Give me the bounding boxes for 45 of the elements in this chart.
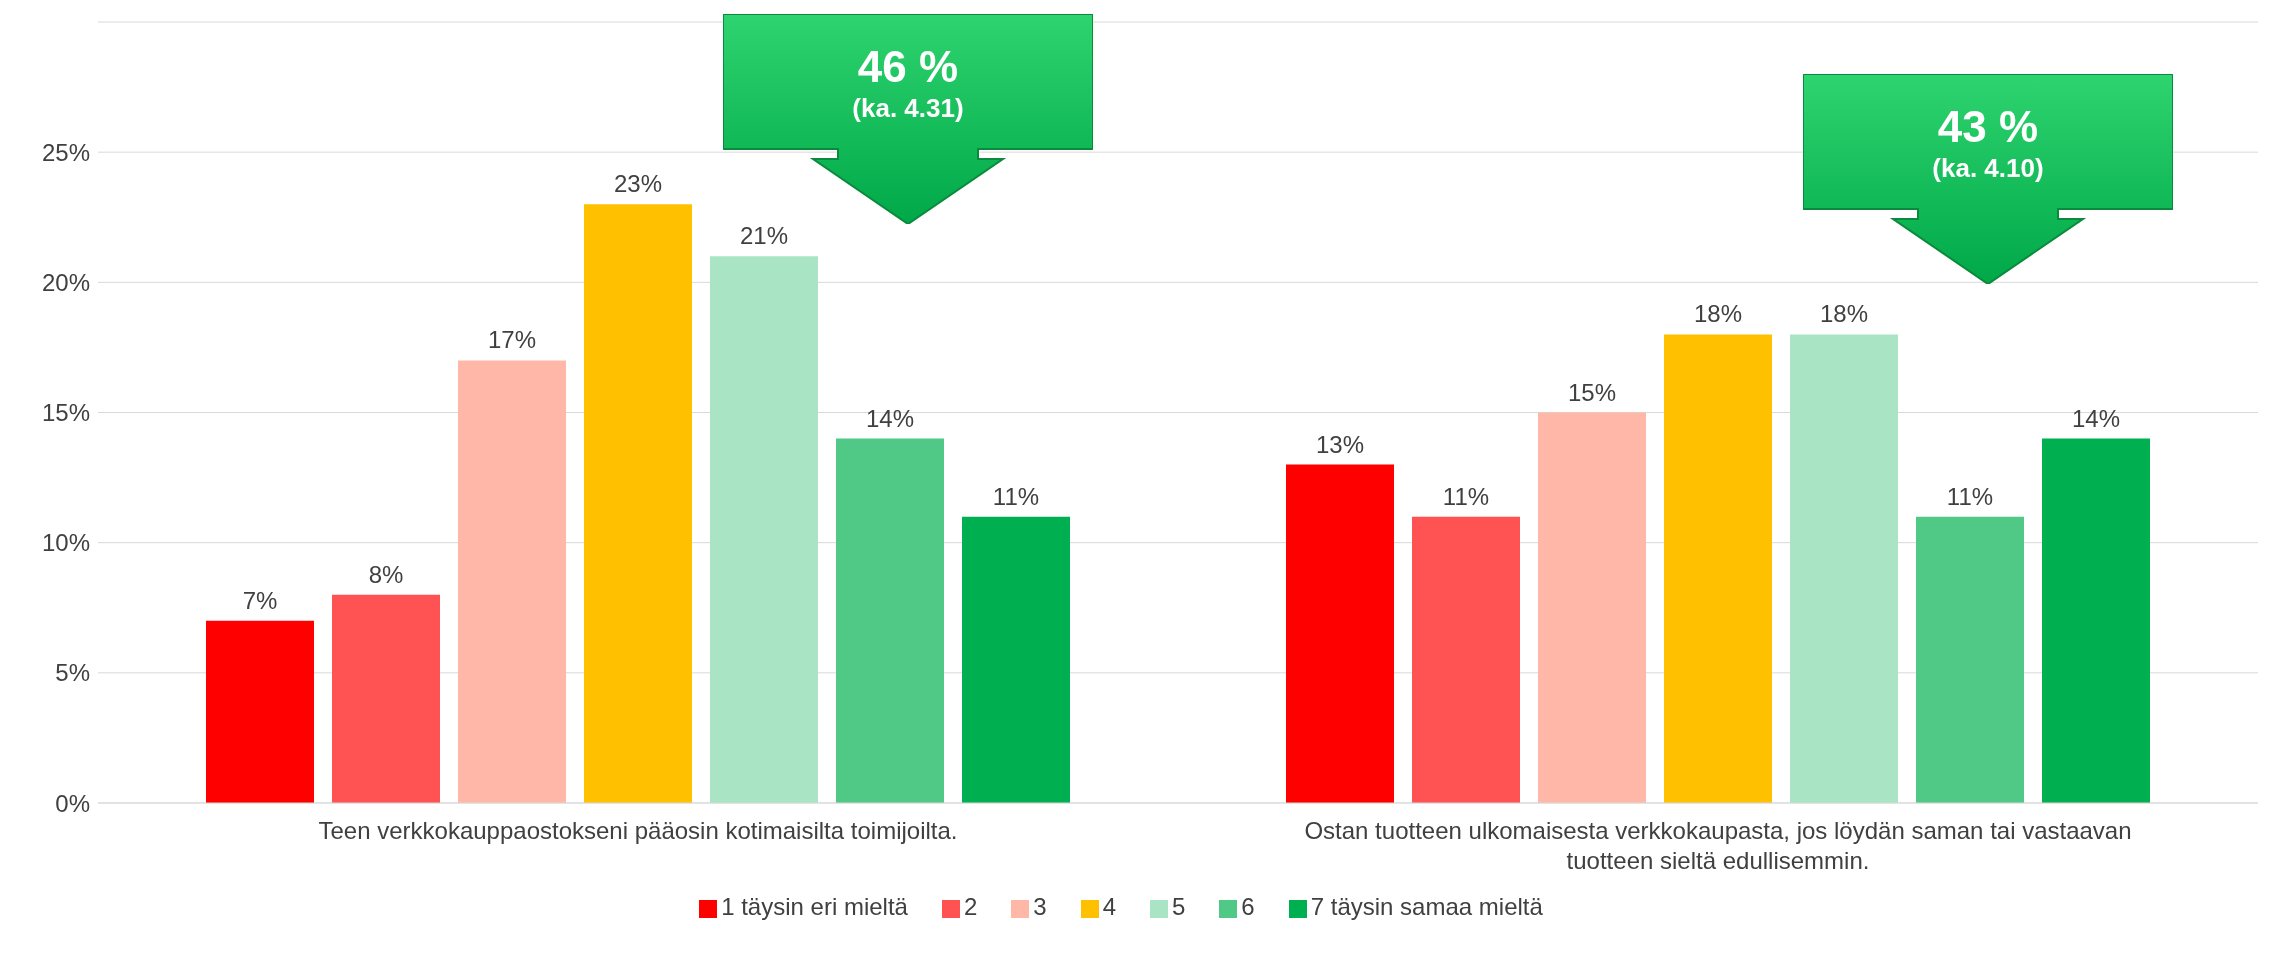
y-tick-label: 10% [41,529,90,557]
bar [1664,334,1772,803]
data-label: 11% [1946,482,1994,510]
bar [836,438,944,803]
bar [710,256,818,803]
data-label: 7% [242,586,278,614]
bar [206,620,314,803]
bar [332,594,440,803]
legend-label: 1 täysin eri mieltä [721,893,908,920]
y-tick-label: 25% [41,138,90,166]
data-label: 18% [1819,300,1869,328]
legend-label: 4 [1102,893,1116,920]
data-label: 13% [1315,430,1365,458]
bar [1916,516,2024,803]
data-label: 14% [2071,404,2121,432]
legend-label: 2 [963,893,978,920]
annotation: 46 % (ka. 4.31) [851,42,965,124]
data-label: 14% [865,404,915,432]
legend-label: 5 [1172,893,1186,920]
y-tick-label: 0% [55,789,90,817]
data-label: 8% [368,560,404,588]
bar [1790,334,1898,803]
bar [458,360,566,803]
data-label: 18% [1693,300,1743,328]
bar [584,204,692,803]
data-label: 11% [1442,482,1490,510]
legend-label: 6 [1241,893,1255,920]
x-tick-label: Ostan tuotteen ulkomaisesta verkkokaupasta, jos löydän saman tai vastaavan tuotteen sieltä edullisemmin. [1304,817,2132,874]
y-tick-label: 5% [55,659,90,687]
bar [1538,412,1646,803]
legend-label: 7 täysin samaa mieltä [1310,893,1543,920]
y-tick-label: 20% [41,268,90,296]
data-label: 15% [1567,378,1617,406]
data-label: 23% [613,170,663,198]
data-label: 11% [992,482,1040,510]
bar [1412,516,1520,803]
bar [2042,438,2150,803]
y-tick-label: 15% [41,399,90,427]
legend-label: 3 [1033,893,1047,920]
data-label: 17% [487,326,537,354]
bar [962,516,1070,803]
annotation: 43 % (ka. 4.10) [1931,102,2045,185]
x-tick-label: Teen verkkokauppaostokseni pääosin kotimaisilta toimijoilta. [318,817,958,844]
bar [1286,464,1394,803]
data-label: 21% [739,222,789,250]
